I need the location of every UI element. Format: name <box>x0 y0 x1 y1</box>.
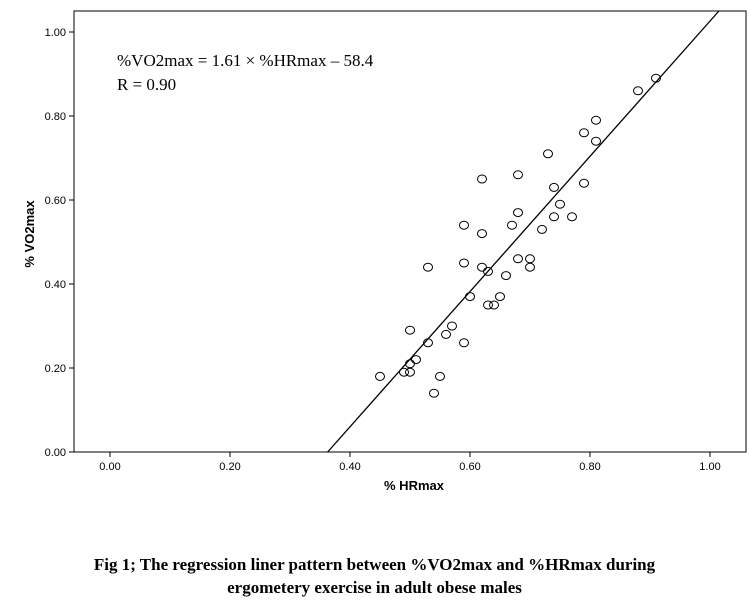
data-point <box>459 338 469 348</box>
data-point <box>501 271 511 281</box>
data-point <box>513 170 523 180</box>
data-point <box>513 208 523 218</box>
data-point <box>459 220 469 230</box>
caption-line-2: ergometery exercise in adult obese males <box>227 578 522 597</box>
y-axis: 0.00 0.20 0.40 0.60 0.80 1.00 <box>45 27 74 459</box>
x-tick-label: 0.20 <box>219 461 240 473</box>
y-tick-label: 0.20 <box>45 363 66 375</box>
data-point <box>549 212 559 222</box>
data-point <box>459 258 469 268</box>
data-points <box>375 73 661 398</box>
data-point <box>483 300 493 310</box>
x-tick-label: 0.60 <box>459 461 480 473</box>
data-point <box>423 338 433 348</box>
data-point <box>483 266 493 276</box>
data-point <box>447 321 457 331</box>
data-point <box>489 300 499 310</box>
data-point <box>507 220 517 230</box>
y-tick-label: 0.80 <box>45 111 66 123</box>
data-point <box>651 73 661 83</box>
regression-line <box>327 10 720 453</box>
y-tick-label: 1.00 <box>45 27 66 39</box>
x-tick-label: 1.00 <box>699 461 720 473</box>
figure-caption: Fig 1; The regression liner pattern betw… <box>0 553 749 599</box>
data-point <box>429 388 439 398</box>
data-point <box>555 199 565 209</box>
x-tick-label: 0.40 <box>339 461 360 473</box>
data-point <box>495 292 505 302</box>
y-tick-label: 0.60 <box>45 195 66 207</box>
data-point <box>579 178 589 188</box>
x-tick-label: 0.00 <box>99 461 120 473</box>
correlation-coefficient: R = 0.90 <box>117 75 176 94</box>
x-tick-label: 0.80 <box>579 461 600 473</box>
data-point <box>411 355 421 365</box>
data-point <box>423 262 433 272</box>
data-point <box>525 262 535 272</box>
data-point <box>477 174 487 184</box>
data-point <box>549 182 559 192</box>
data-point <box>465 292 475 302</box>
y-tick-label: 0.00 <box>45 447 66 459</box>
y-tick-label: 0.40 <box>45 279 66 291</box>
data-point <box>537 224 547 234</box>
data-point <box>579 128 589 138</box>
x-axis: 0.00 0.20 0.40 0.60 0.80 1.00 <box>99 452 721 473</box>
data-point <box>477 229 487 239</box>
data-point <box>525 254 535 264</box>
data-point <box>405 359 415 369</box>
data-point <box>405 367 415 377</box>
data-point <box>591 115 601 125</box>
plot-frame <box>73 10 747 453</box>
data-point <box>513 254 523 264</box>
scatter-chart: 0.00 0.20 0.40 0.60 0.80 1.00 0.00 0.20 0.40 0.6… <box>22 10 747 493</box>
data-point <box>591 136 601 146</box>
data-point <box>567 212 577 222</box>
data-point <box>543 149 553 159</box>
regression-equation: %VO2max = 1.61 × %HRmax – 58.4 <box>117 51 374 70</box>
data-point <box>477 262 487 272</box>
data-point <box>633 86 643 96</box>
caption-line-1: Fig 1; The regression liner pattern betw… <box>93 555 656 574</box>
data-point <box>441 329 451 339</box>
data-point <box>435 371 445 381</box>
y-axis-title: % VO2max <box>22 200 37 268</box>
data-point <box>405 325 415 335</box>
x-axis-title: % HRmax <box>384 478 445 493</box>
data-point <box>375 371 385 381</box>
data-point <box>399 367 409 377</box>
